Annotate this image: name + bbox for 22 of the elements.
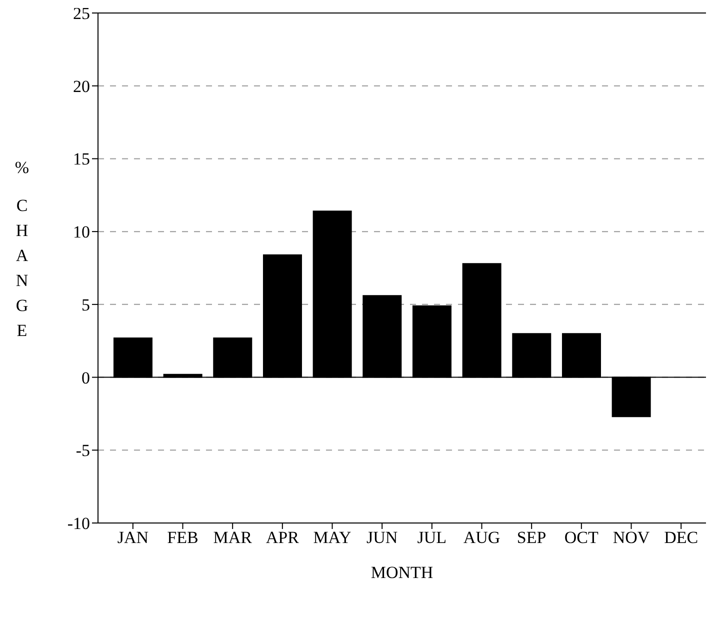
x-tick-label: JAN (117, 528, 149, 548)
y-tick-label: 10 (73, 222, 90, 242)
x-tick-label: NOV (612, 528, 650, 548)
x-tick-label: DEC (664, 528, 698, 548)
y-tick-label: -10 (67, 514, 90, 534)
x-tick-label: OCT (564, 528, 600, 548)
x-tick-label: MAR (213, 528, 253, 548)
y-tick-label: 20 (73, 76, 90, 96)
x-tick-label: FEB (167, 528, 198, 548)
y-tick-label: 0 (82, 368, 90, 388)
y-tick-label: -5 (76, 441, 90, 460)
x-tick-label: AUG (463, 528, 500, 548)
x-tick-label: SEP (516, 528, 546, 548)
y-tick-label: 15 (73, 150, 90, 169)
x-tick-label: MAY (313, 528, 352, 548)
y-axis-title: % CHANGE (14, 158, 30, 340)
x-tick-label: JUL (417, 528, 447, 548)
x-axis-title: MONTH (370, 563, 434, 582)
y-tick-label: 25 (73, 4, 90, 24)
x-tick-label: JUN (366, 528, 398, 548)
x-tick-label: APR (266, 528, 300, 548)
y-tick-label: 5 (82, 295, 90, 314)
